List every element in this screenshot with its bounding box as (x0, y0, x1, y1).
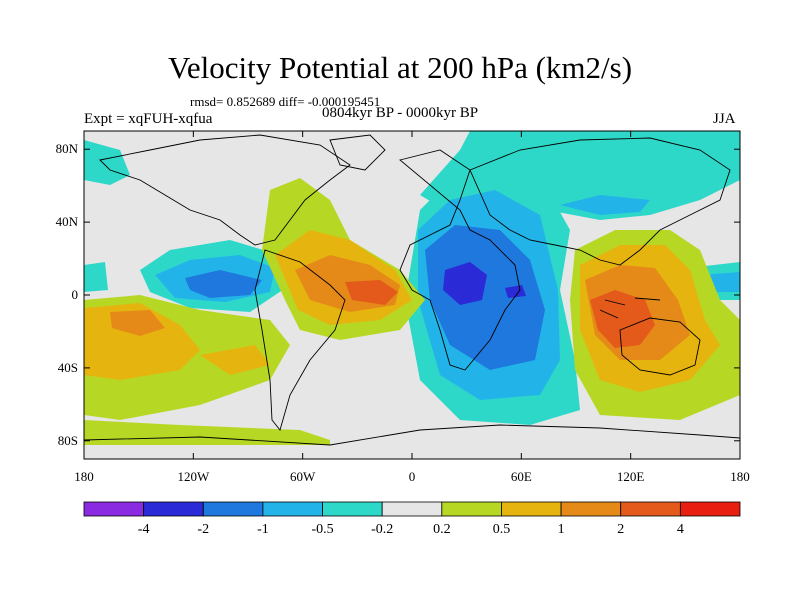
colorbar-swatch (322, 501, 383, 517)
period-label: 0804kyr BP - 0000kyr BP (322, 105, 479, 121)
contour-neg2-africa (443, 262, 487, 305)
axis-ticks (83, 131, 741, 459)
colorbar-swatch (202, 501, 264, 517)
y-tick-label: 80N (55, 141, 78, 157)
colorbar-label: -2 (197, 522, 210, 537)
coast-south-america (254, 249, 346, 431)
contour-neg02-tropic-pacific (84, 262, 108, 292)
coast-greenland (329, 134, 386, 171)
x-tick-label: 120E (616, 469, 645, 484)
colorbar-label: 4 (676, 522, 684, 537)
y-tick-label: 80S (57, 432, 78, 448)
colorbar (83, 501, 741, 517)
contour-neg2-africa-east (505, 285, 526, 298)
colorbar-swatch (441, 501, 502, 517)
coast-africa-europe (399, 149, 521, 371)
stats-text: rmsd= 0.852689 diff= -0.000195451 (190, 94, 381, 109)
coastlines (84, 134, 740, 446)
colorbar-label: -0.2 (371, 522, 394, 537)
y-tick-label: 40S (57, 359, 78, 375)
contour-pos05-south-band (200, 345, 270, 375)
colorbar-swatch (381, 501, 443, 517)
contour-pos2-indopacific (590, 290, 655, 348)
colorbar-label: 1 (557, 522, 565, 537)
chart-title: Velocity Potential at 200 hPa (km2/s) (167, 50, 633, 85)
y-tick-label: 40N (55, 214, 78, 230)
colorbar-label: 0.2 (433, 522, 451, 537)
contour-neg02-arctic (84, 140, 130, 185)
x-tick-label: 180 (730, 469, 750, 484)
coast-north-america (99, 134, 351, 246)
season-label: JJA (713, 111, 736, 127)
x-tick-label: 0 (408, 469, 416, 484)
contour-pos2-atlantic (345, 280, 398, 305)
x-tick-label: 180 (74, 469, 94, 484)
coast-indonesia (599, 297, 661, 319)
colorbar-label: -4 (137, 522, 150, 537)
colorbar-label: -1 (257, 522, 269, 537)
coast-antarctica (84, 424, 740, 446)
contour-neg1-pacific (185, 270, 262, 298)
colorbar-label: 0.5 (492, 522, 511, 537)
colorbar-label: 2 (617, 522, 625, 537)
y-tick-label: 0 (71, 287, 79, 302)
colorbar-swatch (83, 501, 145, 517)
coast-australia (619, 317, 701, 376)
colorbar-swatch (143, 501, 204, 517)
colorbar-label: -0.5 (311, 522, 334, 537)
contour-neg1-africa (425, 225, 545, 370)
x-tick-label: 60W (290, 469, 316, 484)
experiment-label: Expt = xqFUH-xqfua (84, 111, 213, 127)
colorbar-swatch (262, 501, 323, 517)
colorbar-swatch (501, 501, 562, 517)
x-tick-label: 120W (177, 469, 210, 484)
contour-neg05-asia (560, 195, 650, 215)
contour-pos1-south-pacific (110, 310, 165, 336)
colorbar-swatch (560, 501, 622, 517)
velocity-potential-field (84, 131, 740, 445)
colorbar-swatch (679, 501, 741, 517)
colorbar-swatch (620, 501, 681, 517)
x-tick-label: 60E (510, 469, 532, 484)
coast-eurasia (469, 137, 731, 266)
